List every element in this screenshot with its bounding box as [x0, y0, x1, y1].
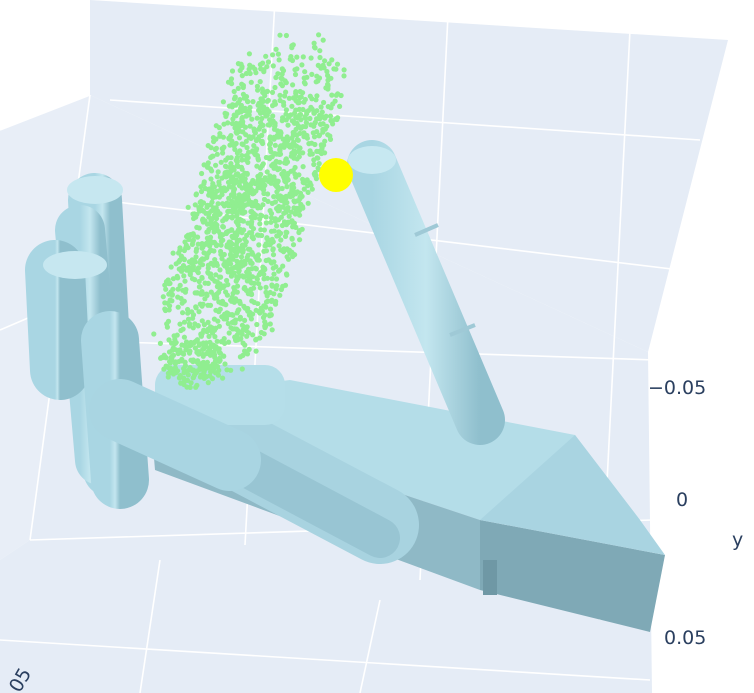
y-tick-pos: 0.05 — [664, 627, 706, 649]
y-tick-zero: 0 — [676, 489, 688, 511]
y-tick-neg: −0.05 — [648, 377, 706, 399]
object-point-cloud — [151, 32, 347, 390]
hand-mesh — [25, 140, 665, 632]
right-finger — [347, 140, 505, 445]
left-fingers — [25, 173, 261, 509]
y-axis-title: y — [732, 529, 743, 551]
palm-side — [480, 520, 665, 632]
contact-point-marker — [319, 158, 353, 192]
palm-right-top — [480, 435, 665, 555]
palm-notch — [483, 560, 497, 595]
back-wall-panel — [90, 0, 728, 352]
